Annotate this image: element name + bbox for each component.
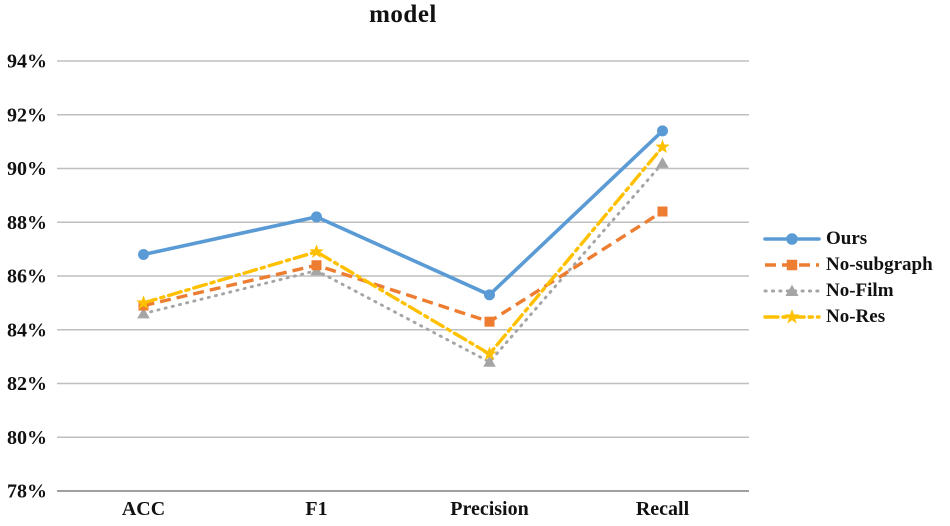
legend: Ours No-subgraph No-Film No-Res <box>763 228 933 327</box>
legend-item-no-res: No-Res <box>763 306 933 327</box>
legend-item-no-film: No-Film <box>763 280 933 301</box>
legend-marker-circle-icon <box>763 233 821 245</box>
series-line <box>141 145 665 356</box>
y-axis-tick-labels: 94% 92% 90% 88% 86% 84% 82% 80% 78% <box>7 51 47 503</box>
series-no-subgraph <box>138 206 668 327</box>
legend-marker-star-icon <box>763 309 821 324</box>
x-tick-label: Recall <box>636 498 690 520</box>
x-tick-label: Precision <box>450 498 529 520</box>
y-tick-label: 86% <box>7 266 47 288</box>
legend-label: No-subgraph <box>826 254 933 275</box>
series-line <box>142 161 664 364</box>
legend-label: No-Res <box>826 306 886 327</box>
y-tick-label: 84% <box>7 319 47 341</box>
gridlines <box>57 60 749 492</box>
legend-item-no-subgraph: No-subgraph <box>763 254 933 275</box>
legend-item-ours: Ours <box>763 228 933 249</box>
legend-label: Ours <box>826 228 868 249</box>
series-line <box>143 210 664 324</box>
legend-marker-square-icon <box>765 259 819 271</box>
y-tick-label: 78% <box>7 481 47 503</box>
y-tick-label: 92% <box>7 104 47 126</box>
legend-label: No-Film <box>826 280 894 301</box>
y-tick-label: 80% <box>7 427 47 449</box>
series-no-film <box>137 157 669 367</box>
legend-marker-triangle-icon <box>763 284 821 297</box>
series-no-res <box>136 139 670 361</box>
x-tick-label: ACC <box>122 498 165 520</box>
y-tick-label: 82% <box>7 373 47 395</box>
x-tick-label: F1 <box>305 498 327 520</box>
chart-title: model <box>369 1 437 28</box>
y-tick-label: 88% <box>7 212 47 234</box>
x-axis-category-labels: ACC F1 Precision Recall <box>122 498 690 520</box>
y-tick-label: 94% <box>7 51 47 73</box>
y-tick-label: 90% <box>7 158 47 180</box>
series-line <box>141 129 665 297</box>
series-ours <box>138 125 668 301</box>
